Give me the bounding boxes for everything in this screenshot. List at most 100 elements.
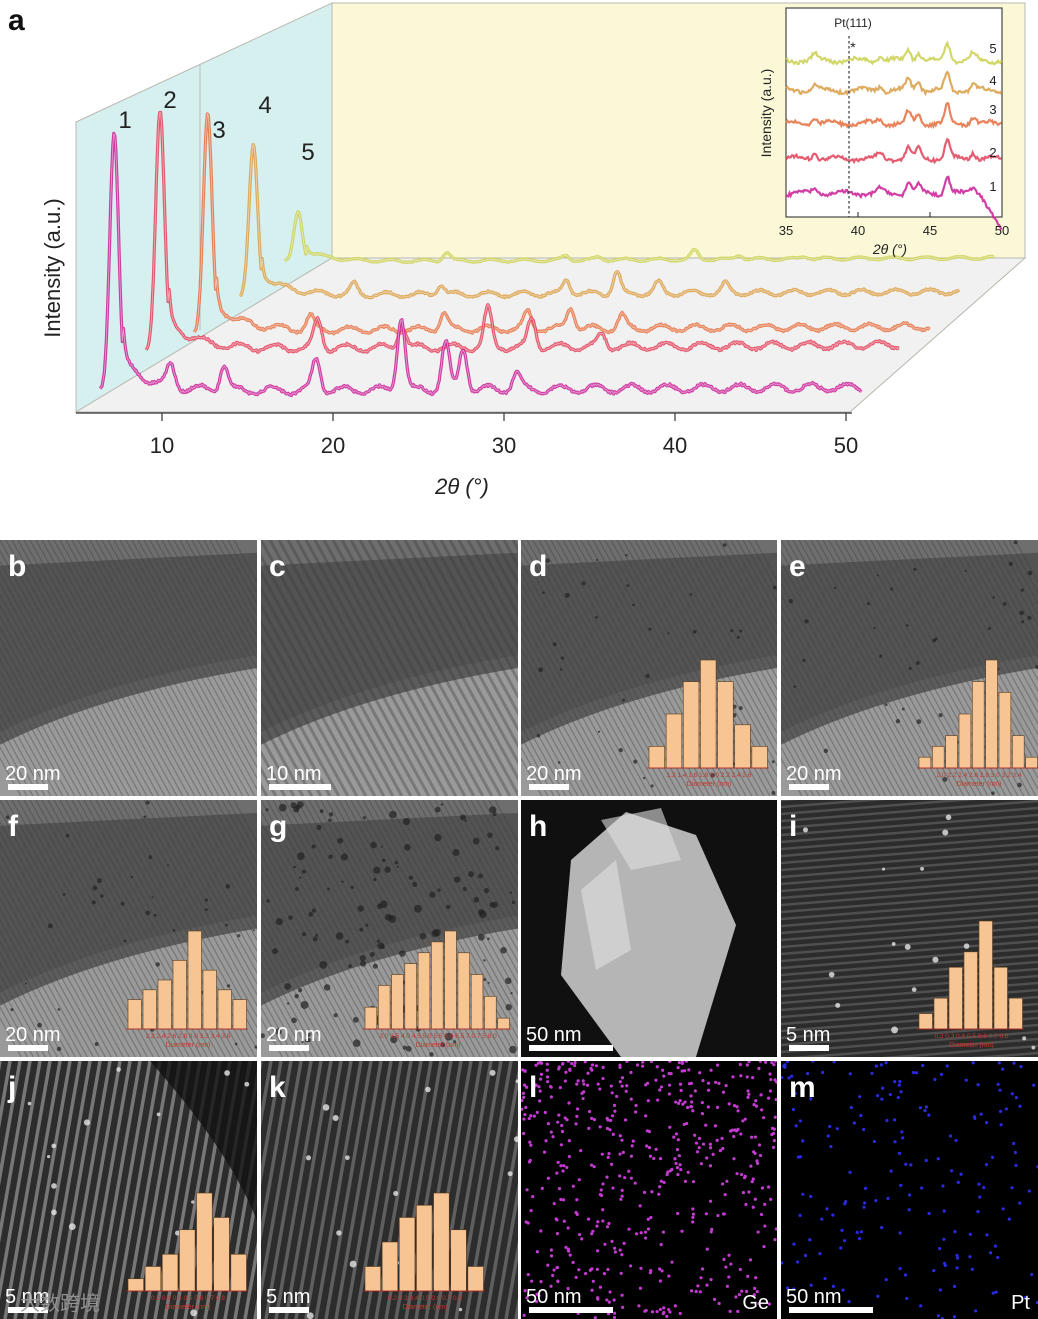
hist-bar (751, 746, 768, 769)
size-histogram: 2.0 2.2 2.4 2.6 2.8 3.0 3.2 3.4 Diameter … (917, 659, 1038, 788)
hist-bar (972, 681, 985, 769)
hist-bar (665, 713, 683, 769)
panel-letter-d: d (529, 550, 547, 583)
inset-curve-label-4: 4 (989, 73, 996, 88)
hist-bar (127, 999, 142, 1030)
hist-bar (381, 1241, 399, 1292)
curve-labels: 5 4 3 2 1 (118, 87, 314, 166)
hist-bar (945, 735, 958, 769)
hist-bar (700, 659, 717, 769)
hist-bar (978, 920, 993, 1030)
curve-label-1: 1 (118, 107, 131, 134)
hist-bar (217, 989, 232, 1030)
size-histogram: 0.2 0.3 0.4 0.5 0.6 0.7 0.8 Diameter (nm) (126, 1192, 248, 1311)
hist-bar (161, 1253, 179, 1292)
panel-letter-f: f (8, 810, 19, 843)
inset-frame (785, 7, 1003, 218)
scale-bar (789, 1307, 873, 1313)
inset-curve-label-1: 1 (989, 179, 996, 194)
panel-a: 10 20 30 40 50 2θ (°) Intensity (a.u.) a 5 4 3… (8, 2, 1027, 499)
scale-label: 50 nm (786, 1286, 842, 1308)
inset-tick-label-50: 50 (995, 223, 1009, 238)
hist-bar (450, 1229, 467, 1292)
hist-bar (157, 979, 172, 1030)
crystal-region (0, 552, 257, 745)
inset-curve-5 (785, 40, 1003, 66)
scale-label: 50 nm (526, 1024, 582, 1046)
hist-bar (470, 974, 484, 1030)
hist-bar (932, 746, 945, 769)
scale-bar (529, 1045, 613, 1051)
hist-bar (998, 692, 1012, 769)
crystal-region (521, 552, 777, 745)
pt111-marker: * (850, 39, 856, 55)
scale-label: 20 nm (786, 763, 842, 785)
hist-ticks: 0.2 0.3 0.4 0.5 0.6 0.7 0.8 (151, 1295, 225, 1302)
inset-curve-label-3: 3 (989, 102, 996, 117)
panel-letter-b: b (8, 550, 26, 583)
hist-bar (682, 681, 700, 769)
map-bg (521, 1061, 777, 1319)
scale-bar (789, 1045, 829, 1051)
panel-d: 1.2 1.4 1.6 1.8 2.0 2.2 2.4 2.6 Diameter … (521, 540, 777, 796)
inset-curve-3 (785, 101, 1002, 130)
inset-x-ticks: 35 40 45 50 (779, 212, 1009, 238)
size-histogram: 0.2 0.3 0.4 0.5 0.6 0.7 0.8 Diameter (nm) (363, 1192, 485, 1311)
hist-bar (918, 756, 932, 769)
film-region (0, 655, 257, 796)
panel-letter-g: g (269, 810, 287, 843)
panel-l: Ge 50 nm l (521, 1061, 777, 1319)
micrograph-grid: 20 nm b 10 nm c 1.2 1.4 1.6 1.8 2.0 2.2 2.4 … (0, 540, 1038, 1319)
inset-plot: Pt(111) * 5 4 3 2 1 35 40 45 50 2θ (°) Intensit… (758, 7, 1009, 257)
hist-ticks: 0.2 0.3 0.4 0.5 0.6 0.7 0.8 (934, 1033, 1008, 1040)
inset-curve-label-2: 2 (989, 145, 996, 160)
panel-a-letter: a (8, 4, 25, 37)
hist-bar (431, 941, 444, 1030)
inset-curve-label-5: 5 (989, 41, 996, 56)
inset-tick-label-45: 45 (923, 223, 937, 238)
scale-label: 20 nm (5, 1024, 61, 1046)
element-label: Pt (1011, 1292, 1030, 1314)
hist-bar (993, 966, 1008, 1030)
pt111-label: Pt(111) (834, 16, 872, 30)
panel-letter-k: k (269, 1071, 286, 1104)
hist-bar (232, 999, 247, 1030)
inset-curve-labels: 5 4 3 2 1 (989, 41, 996, 194)
scale-bar (269, 1307, 309, 1313)
scale-label: 20 nm (5, 763, 61, 785)
panel-letter-j: j (7, 1071, 16, 1104)
x-axis-ticks: 10 20 30 40 50 (150, 413, 858, 458)
panel-f: 2.2 2.4 2.6 2.8 3.0 3.2 3.4 3.6 Diameter … (0, 800, 257, 1057)
hist-bar (391, 974, 404, 1030)
hist-bar (717, 681, 734, 769)
hist-xlabel: Diameter (nm) (949, 1042, 994, 1049)
hist-bar (213, 1217, 230, 1292)
hist-bar (398, 1217, 416, 1292)
hist-bar (417, 952, 431, 1030)
x-tick-label-30: 30 (492, 433, 516, 458)
inset-curve-1 (785, 175, 1003, 231)
curve-label-5: 5 (301, 139, 314, 166)
hist-xlabel: Diameter (nm) (166, 1042, 211, 1049)
scale-bar (529, 1307, 613, 1313)
inset-y-label: Intensity (a.u.) (758, 69, 774, 158)
curve-label-2: 2 (163, 87, 176, 114)
panel-m: Pt 50 nm m (781, 1061, 1038, 1319)
hist-bar (484, 996, 497, 1030)
crystal-region (261, 812, 518, 1006)
crystal-region (261, 552, 518, 745)
panel-letter-c: c (269, 550, 286, 583)
size-histogram: 0.2 0.3 0.4 0.5 0.6 0.7 0.8 Diameter (nm) (917, 920, 1024, 1049)
scale-label: 5 nm (5, 1286, 49, 1308)
hist-bar (364, 1266, 381, 1292)
hist-bar (404, 963, 417, 1030)
hist-bar (433, 1192, 450, 1292)
element-label: Ge (742, 1292, 769, 1314)
scale-label: 5 nm (786, 1024, 830, 1046)
hist-xlabel: Diameter (nm) (416, 1042, 461, 1049)
hist-bar (202, 969, 217, 1030)
hist-bar (958, 713, 972, 769)
hist-ticks: 1.2 1.4 1.6 1.8 2.0 2.2 2.4 2.6 (667, 772, 752, 779)
panel-k: 0.2 0.3 0.4 0.5 0.6 0.7 0.8 Diameter (nm)… (261, 1061, 518, 1319)
hist-bar (457, 952, 470, 1030)
